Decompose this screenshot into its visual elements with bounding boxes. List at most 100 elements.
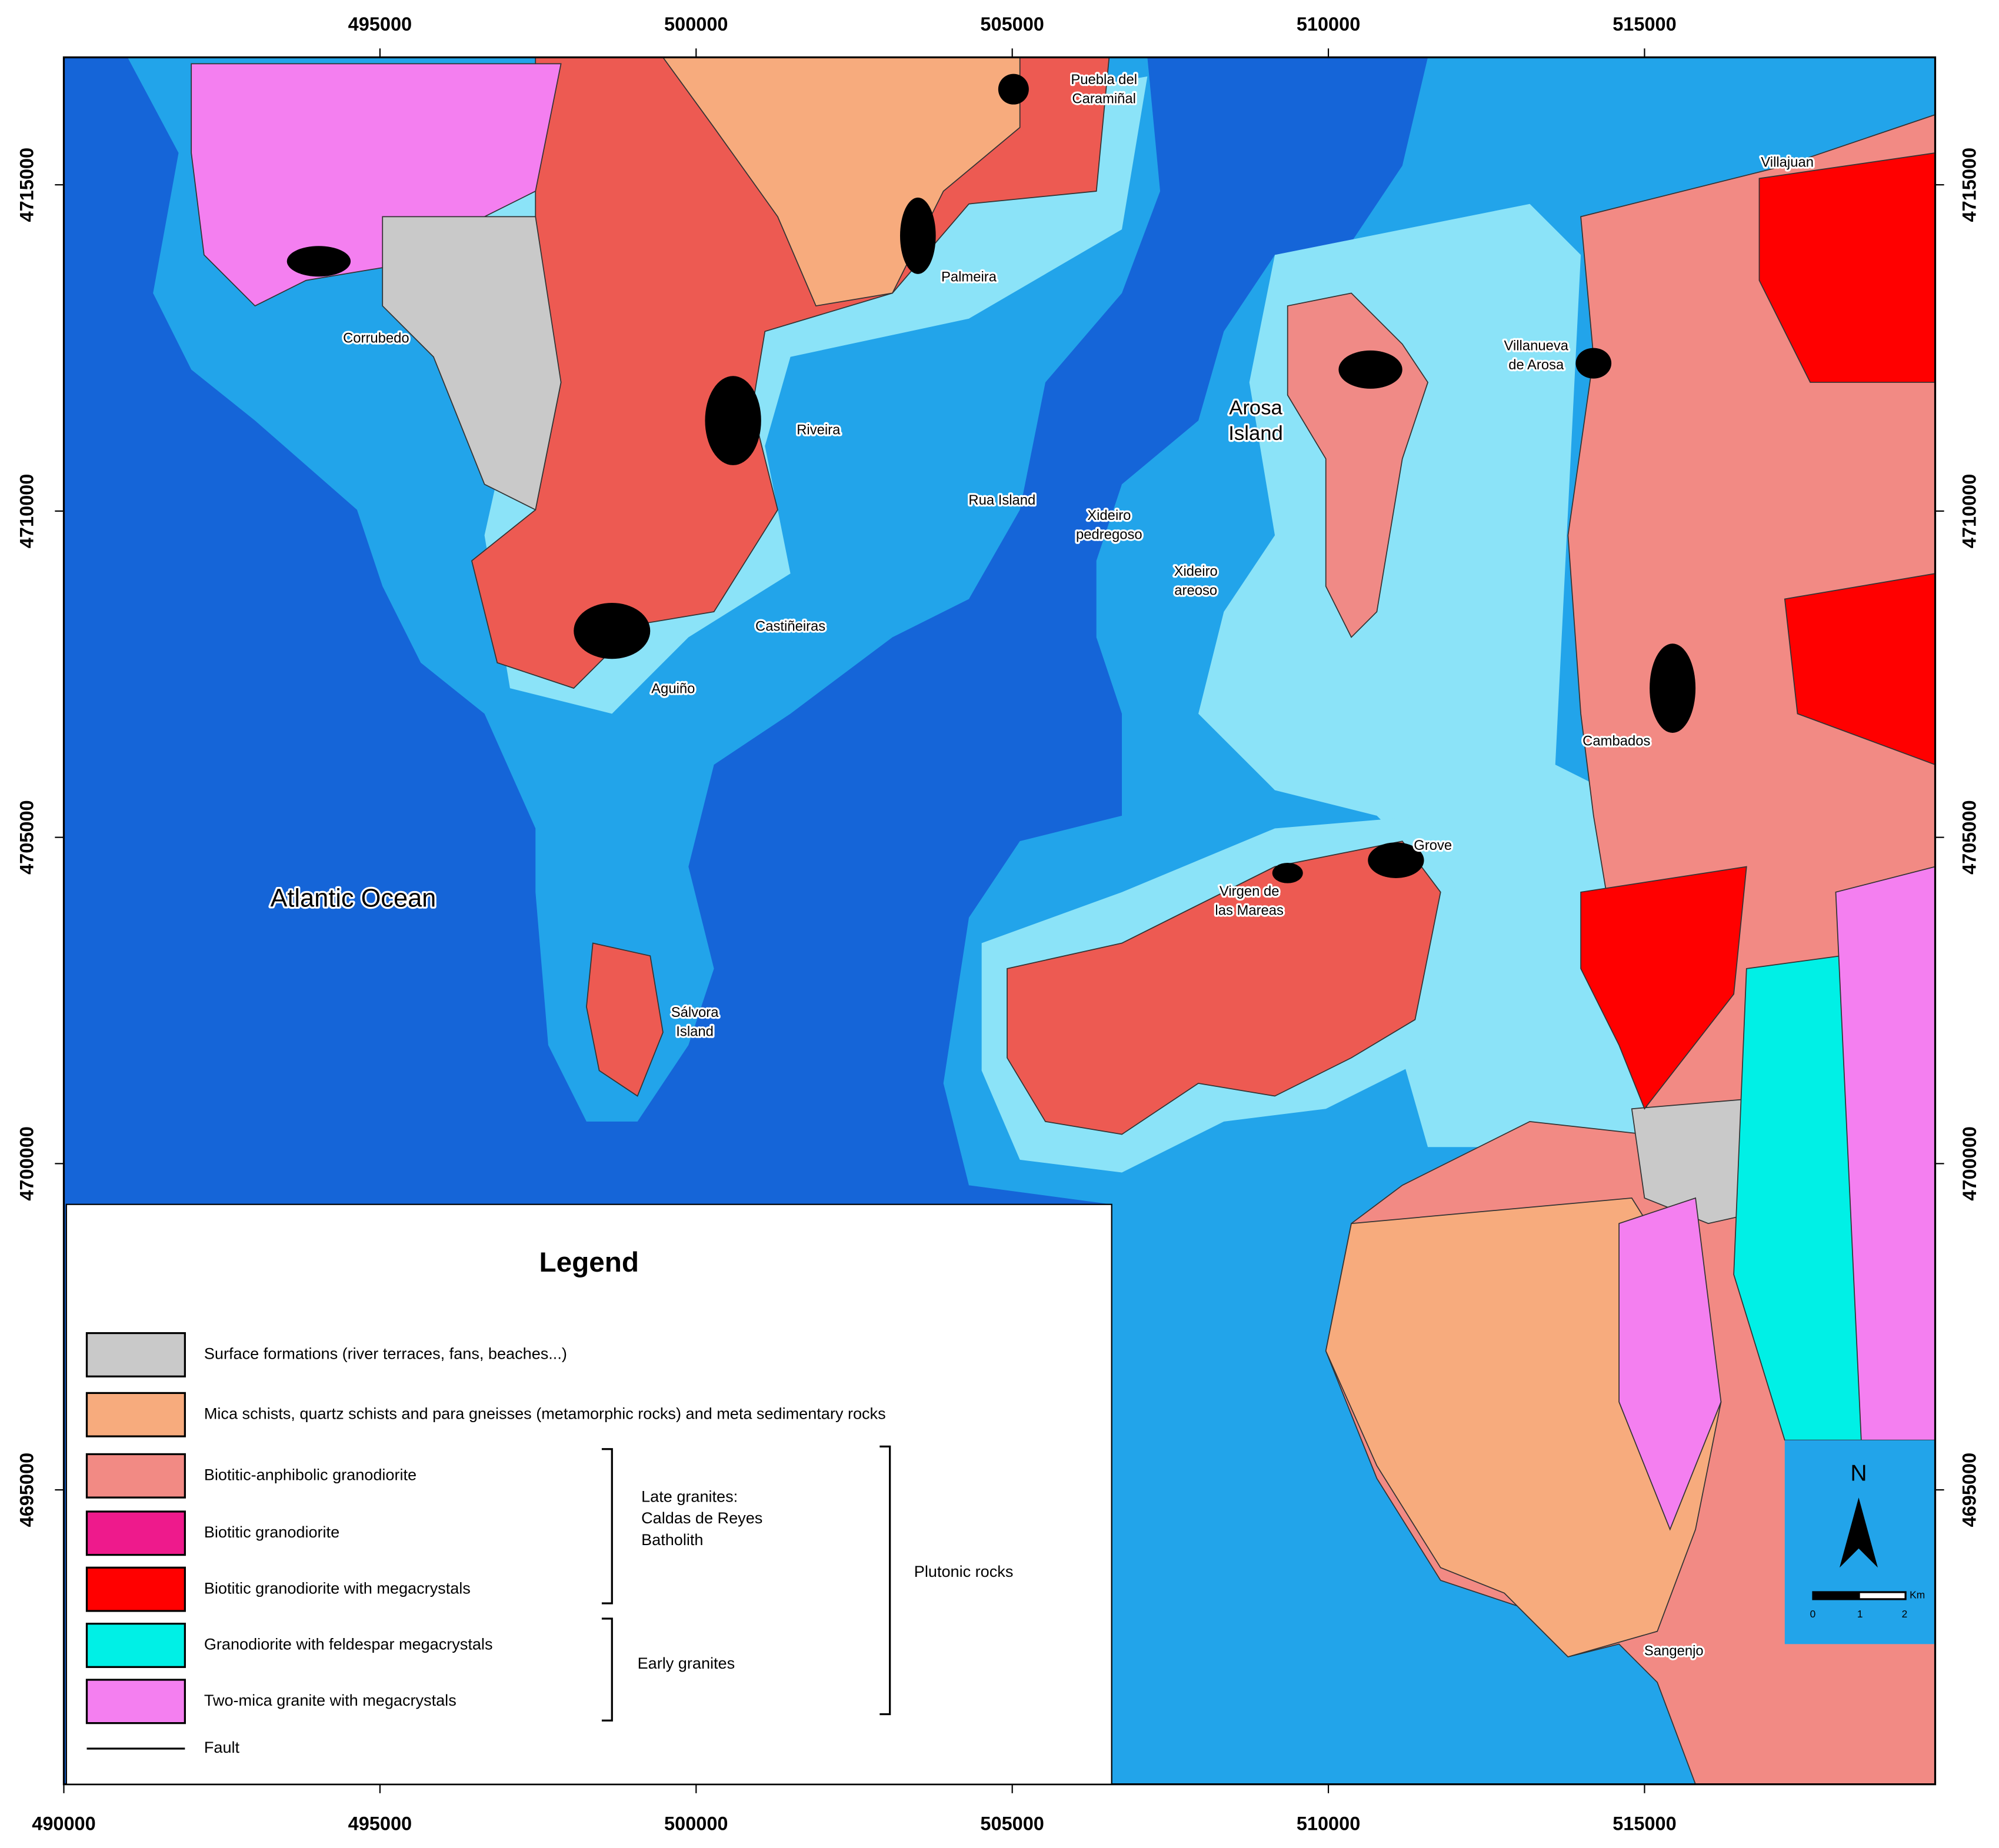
y-tick-label: 4710000 — [16, 474, 37, 549]
surface-strip — [382, 216, 562, 511]
legend-title: Legend — [539, 1247, 639, 1278]
y-tick-label: 4715000 — [1959, 148, 1980, 222]
town — [1575, 348, 1612, 379]
legend-swatch — [85, 1392, 186, 1437]
two-mica-s — [1618, 1197, 1722, 1531]
place-label: Island — [676, 1023, 714, 1039]
legend-box — [65, 1203, 1112, 1785]
place-label: Castiñeiras — [755, 618, 825, 634]
x-tick-label: 505000 — [980, 1813, 1044, 1834]
town — [1650, 643, 1696, 733]
place-label: Island — [1228, 422, 1282, 445]
legend-swatch — [85, 1623, 186, 1668]
place-label: Virgen de — [1220, 883, 1280, 899]
y-tick-label: 4705000 — [16, 800, 37, 875]
place-label: Atlantic Ocean — [270, 884, 436, 912]
scale-label: 2 — [1902, 1608, 1908, 1620]
x-tick-label: 510000 — [1297, 1813, 1360, 1834]
place-label: Xideiro — [1087, 508, 1131, 523]
legend-swatch — [85, 1510, 186, 1556]
y-tick-label: 4705000 — [1959, 800, 1980, 875]
y-tick-label: 4715000 — [16, 148, 37, 222]
y-tick-label: 4695000 — [1959, 1453, 1980, 1527]
place-label: las Mareas — [1215, 903, 1284, 919]
town — [1338, 350, 1402, 389]
place-label: Palmeira — [941, 269, 997, 285]
north-label: N — [1850, 1460, 1867, 1486]
x-tick-label: 515000 — [1612, 14, 1676, 35]
x-tick-label: 495000 — [348, 1813, 412, 1834]
place-label: Villajuan — [1761, 155, 1814, 171]
legend-label: Surface formations (river terraces, fans… — [204, 1345, 567, 1363]
place-label: Sangenjo — [1644, 1643, 1704, 1659]
legend-label: Biotitic-anphibolic granodiorite — [204, 1465, 417, 1483]
scale-bar-segment — [1860, 1593, 1905, 1599]
bracket — [601, 1448, 613, 1605]
place-label: Xideiro — [1174, 563, 1218, 579]
group-label: Early granites — [638, 1654, 735, 1672]
town — [574, 602, 651, 659]
group-label: Caldas de Reyes — [641, 1509, 762, 1527]
place-label: Riveira — [797, 422, 841, 438]
group-label: Plutonic rocks — [914, 1562, 1014, 1580]
place-label: Arosa — [1229, 397, 1282, 419]
labels: 495000 500000 505000 510000 515000 490000 4950… — [16, 14, 1980, 1834]
place-label: Sálvora — [671, 1005, 719, 1020]
map-area — [64, 56, 1936, 1785]
place-label: Rua Island — [968, 492, 1035, 508]
town — [286, 246, 351, 277]
x-tick-label: 505000 — [980, 14, 1044, 35]
town — [1368, 842, 1424, 878]
two-mica-nw — [191, 63, 562, 307]
x-tick-label: 510000 — [1297, 14, 1360, 35]
y-tick-label: 4710000 — [1959, 474, 1980, 549]
place-label: Cambados — [1582, 733, 1650, 749]
legend-brackets — [601, 1445, 891, 1722]
town — [998, 74, 1029, 105]
place-label: areoso — [1174, 583, 1217, 599]
bracket — [601, 1617, 613, 1722]
place-label: de Arosa — [1508, 357, 1564, 373]
y-tick-label: 4700000 — [16, 1126, 37, 1201]
megacrystal-cambados — [1580, 866, 1747, 1110]
legend-label: Fault — [204, 1738, 240, 1756]
legend-swatch — [85, 1679, 186, 1724]
y-tick-label: 4700000 — [1959, 1126, 1980, 1201]
scale-label: 1 — [1857, 1608, 1863, 1620]
megacrystal-ne — [1758, 152, 1936, 383]
place-label: Puebla del — [1071, 72, 1137, 88]
legend-label: Biotitic granodiorite with megacrystals — [204, 1579, 471, 1597]
legend-label: Mica schists, quartz schists and para gn… — [204, 1404, 886, 1422]
place-label: Caramiñal — [1072, 91, 1136, 106]
group-label: Late granites: — [641, 1487, 738, 1505]
bracket — [879, 1445, 891, 1716]
legend-swatch — [85, 1332, 186, 1377]
x-tick-label: 500000 — [664, 14, 728, 35]
towns — [286, 74, 1696, 883]
place-label: Aguiño — [651, 681, 695, 697]
legend-label: Two-mica granite with megacrystals — [204, 1691, 457, 1709]
place-label: pedregoso — [1076, 526, 1142, 542]
place-label: Villanueva — [1504, 338, 1568, 354]
grove-peninsula — [1007, 840, 1441, 1135]
x-tick-label: 500000 — [664, 1813, 728, 1834]
place-label: Corrubedo — [343, 331, 409, 346]
x-tick-label: 490000 — [32, 1813, 95, 1834]
place-label: Grove — [1414, 838, 1452, 853]
x-tick-label: 495000 — [348, 14, 412, 35]
town — [899, 197, 936, 274]
town — [1272, 862, 1303, 883]
north-arrow — [1839, 1497, 1878, 1568]
legend-label: Biotitic granodiorite — [204, 1523, 339, 1541]
legend-label: Granodiorite with feldespar megacrystals — [204, 1635, 493, 1653]
legend-swatch — [85, 1566, 186, 1612]
salvora — [586, 942, 664, 1097]
y-tick-label: 4695000 — [16, 1453, 37, 1527]
x-tick-label: 515000 — [1612, 1813, 1676, 1834]
scale-unit: Km — [1910, 1589, 1925, 1601]
town — [705, 376, 761, 465]
group-label: Batholith — [641, 1530, 703, 1549]
scale-label: 0 — [1810, 1608, 1816, 1620]
legend-swatch — [85, 1453, 186, 1499]
